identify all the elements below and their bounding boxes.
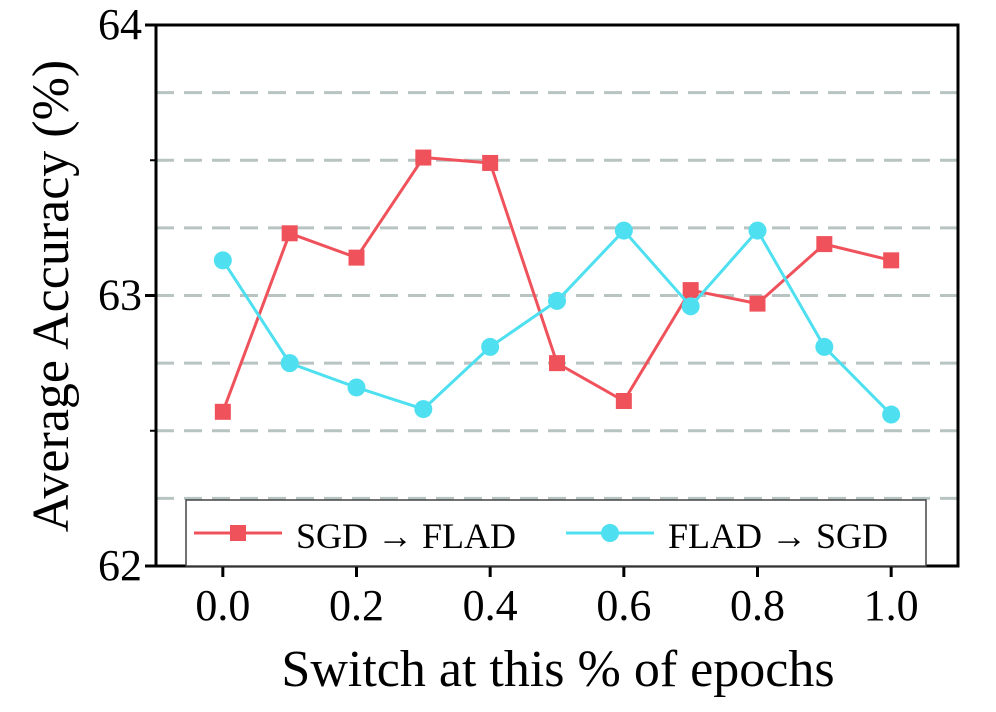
legend-marker-sgd-flad — [230, 525, 246, 541]
data-point — [481, 337, 500, 356]
legend-label-sgd-flad: SGD → FLAD — [296, 516, 516, 556]
series-0 — [214, 149, 900, 420]
data-point — [816, 236, 833, 253]
data-point — [681, 297, 700, 316]
legend-label-flad-sgd: FLAD → SGD — [668, 516, 888, 556]
legend: SGD → FLAD FLAD → SGD — [185, 499, 927, 567]
legend-marker-flad-sgd — [601, 524, 619, 542]
data-point — [414, 400, 433, 419]
data-point — [883, 252, 900, 269]
data-point — [682, 282, 699, 299]
data-point — [748, 221, 767, 240]
legend-box — [185, 499, 927, 567]
y-axis-label: Average Accuracy (%) — [23, 60, 80, 533]
x-tick-label: 0.8 — [730, 581, 785, 630]
y-tick-label: 64 — [98, 0, 142, 49]
data-point — [214, 403, 231, 420]
y-tick-label: 63 — [98, 271, 142, 320]
data-point — [280, 354, 299, 373]
data-point — [482, 154, 499, 171]
y-tick-label: 62 — [98, 541, 142, 590]
data-point — [281, 225, 298, 242]
data-point — [415, 149, 432, 166]
data-point — [548, 291, 566, 310]
data-point — [213, 251, 232, 270]
series-line — [221, 156, 892, 413]
x-axis-label: Switch at this % of epochs — [281, 641, 834, 698]
legend-item-sgd-flad: SGD → FLAD — [194, 516, 516, 556]
data-point — [549, 355, 565, 372]
x-tick-label: 0.0 — [195, 581, 250, 630]
legend-item-flad-sgd: FLAD → SGD — [566, 516, 888, 556]
data-point — [815, 337, 834, 356]
data-point — [615, 392, 632, 409]
x-tick-label: 0.6 — [596, 581, 651, 630]
data-point — [749, 295, 766, 312]
x-tick-label: 0.2 — [329, 581, 384, 630]
data-point — [614, 221, 633, 240]
data-point — [347, 378, 366, 397]
data-point — [882, 405, 901, 424]
x-tick-label: 0.4 — [463, 581, 518, 630]
axis-ticks: 0.0 0.2 0.4 0.6 0.8 1.0 62 63 64 — [98, 0, 919, 630]
series-1 — [213, 221, 901, 424]
series-line — [221, 229, 893, 416]
x-tick-label: 1.0 — [864, 581, 919, 630]
series-layer — [213, 149, 901, 424]
data-point — [348, 249, 365, 266]
